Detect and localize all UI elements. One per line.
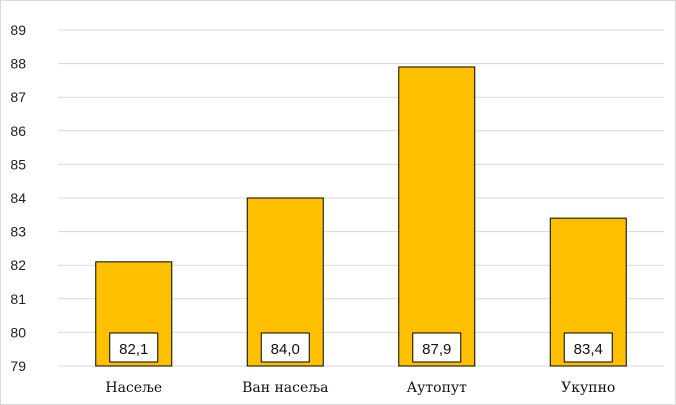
y-tick-label: 85 — [10, 156, 26, 172]
data-label: 84,0 — [271, 341, 300, 358]
y-tick-label: 79 — [10, 358, 26, 374]
y-axis-ticks: 79 80 81 82 83 84 85 86 87 88 89 — [10, 22, 26, 374]
y-tick-label: 80 — [10, 324, 26, 340]
data-label: 82,1 — [119, 341, 148, 358]
data-label-box — [412, 332, 462, 363]
y-tick-label: 88 — [10, 56, 26, 72]
data-label-box — [109, 332, 159, 363]
x-category-label: Аутопут — [407, 380, 468, 396]
data-label: 83,4 — [574, 341, 603, 358]
y-tick-label: 89 — [10, 22, 26, 38]
x-axis-categories: Насеље Ван насеља Аутопут Укупно — [105, 380, 615, 396]
y-tick-label: 83 — [10, 224, 26, 240]
bar — [398, 66, 476, 367]
y-tick-label: 86 — [10, 123, 26, 139]
data-labels: 82,1 84,0 87,9 83,4 — [109, 332, 613, 363]
y-tick-label: 82 — [10, 257, 26, 273]
y-tick-label: 87 — [10, 89, 26, 105]
x-category-label: Насеље — [105, 380, 162, 396]
data-label-box — [260, 332, 310, 363]
y-tick-label: 84 — [10, 190, 26, 206]
data-label: 87,9 — [422, 341, 451, 358]
y-tick-label: 81 — [10, 291, 26, 307]
data-label-box — [563, 332, 613, 363]
x-category-label: Ван насеља — [242, 380, 328, 396]
x-category-label: Укупно — [561, 380, 615, 396]
bars — [95, 66, 627, 367]
